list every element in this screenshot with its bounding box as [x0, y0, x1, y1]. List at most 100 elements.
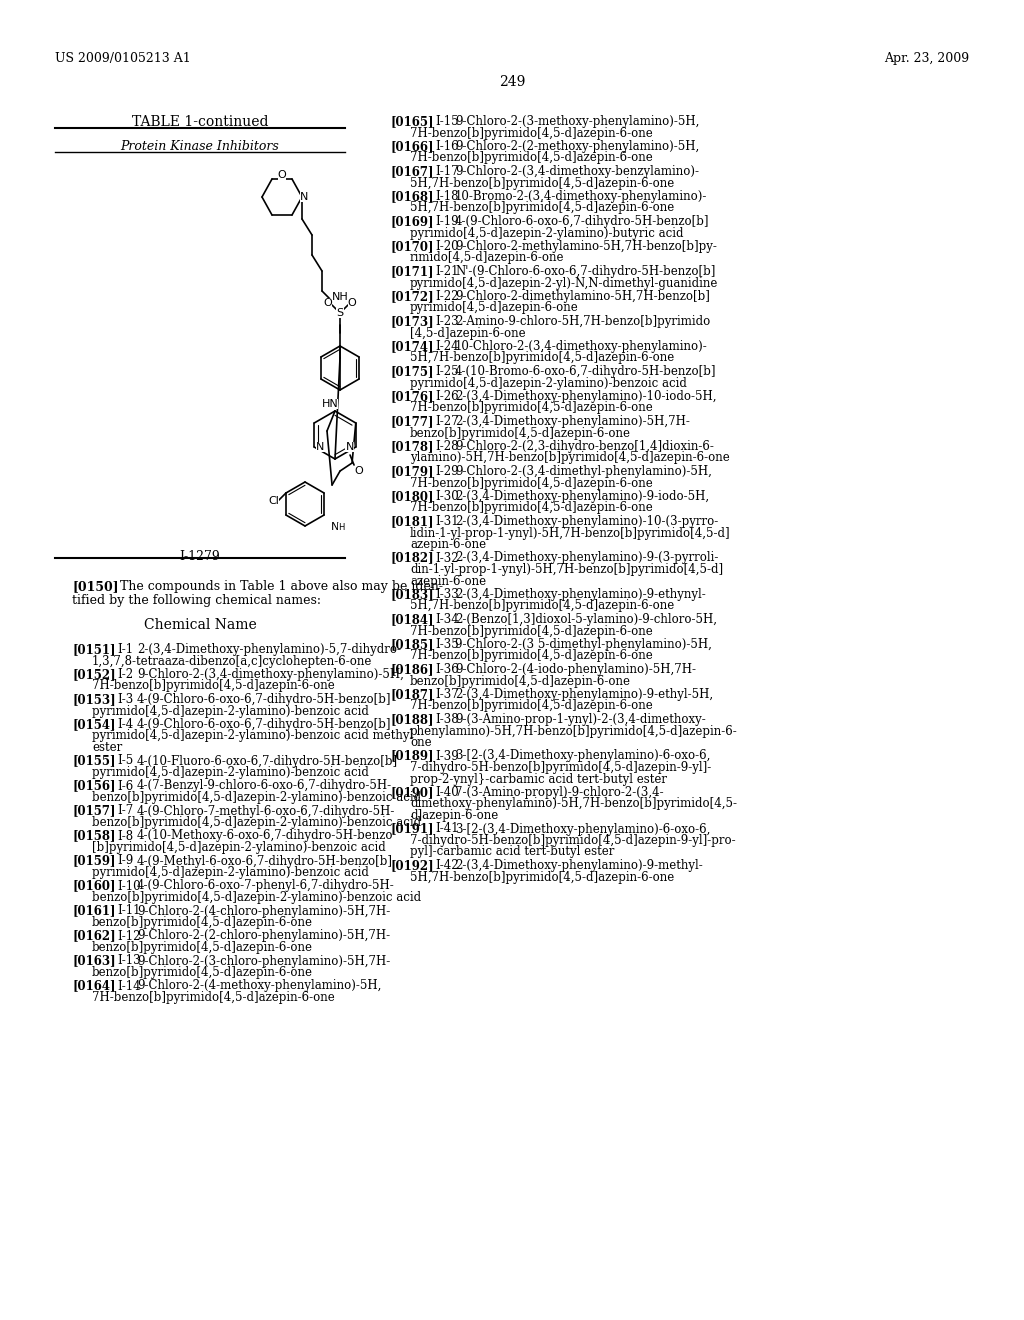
Text: pyrimido[4,5-d]azepin-2-ylamino)-benzoic acid: pyrimido[4,5-d]azepin-2-ylamino)-benzoic… — [410, 376, 687, 389]
Text: 10-Bromo-2-(3,4-dimethoxy-phenylamino)-: 10-Bromo-2-(3,4-dimethoxy-phenylamino)- — [455, 190, 708, 203]
Text: [0170]: [0170] — [390, 240, 433, 253]
Text: one: one — [410, 737, 432, 748]
Text: 2-(3,4-Dimethoxy-phenylamino)-9-ethyl-5H,: 2-(3,4-Dimethoxy-phenylamino)-9-ethyl-5H… — [455, 688, 713, 701]
Text: benzo[b]pyrimido[4,5-d]azepin-2-ylamino)-benzoic acid: benzo[b]pyrimido[4,5-d]azepin-2-ylamino)… — [92, 816, 421, 829]
Text: 2-(3,4-Dimethoxy-phenylamino)-5,7-dihydro-: 2-(3,4-Dimethoxy-phenylamino)-5,7-dihydr… — [137, 643, 401, 656]
Text: 4-(10-Methoxy-6-oxo-6,7-dihydro-5H-benzo: 4-(10-Methoxy-6-oxo-6,7-dihydro-5H-benzo — [137, 829, 393, 842]
Text: pyrimido[4,5-d]azepin-2-ylamino)-butyric acid: pyrimido[4,5-d]azepin-2-ylamino)-butyric… — [410, 227, 683, 239]
Text: 2-(3,4-Dimethoxy-phenylamino)-9-iodo-5H,: 2-(3,4-Dimethoxy-phenylamino)-9-iodo-5H, — [455, 490, 710, 503]
Text: 7H-benzo[b]pyrimido[4,5-d]azepin-6-one: 7H-benzo[b]pyrimido[4,5-d]azepin-6-one — [410, 502, 652, 515]
Text: benzo[b]pyrimido[4,5-d]azepin-6-one: benzo[b]pyrimido[4,5-d]azepin-6-one — [410, 426, 631, 440]
Text: [0164]: [0164] — [72, 979, 116, 993]
Text: [0180]: [0180] — [390, 490, 433, 503]
Text: I-41: I-41 — [435, 822, 459, 836]
Text: 2-(3,4-Dimethoxy-phenylamino)-10-(3-pyrro-: 2-(3,4-Dimethoxy-phenylamino)-10-(3-pyrr… — [455, 515, 718, 528]
Text: I-22: I-22 — [435, 290, 459, 304]
Text: 7-dihydro-5H-benzo[b]pyrimido[4,5-d]azepin-9-yl]-pro-: 7-dihydro-5H-benzo[b]pyrimido[4,5-d]azep… — [410, 834, 735, 847]
Text: din-1-yl-prop-1-ynyl)-5H,7H-benzo[b]pyrimido[4,5-d]: din-1-yl-prop-1-ynyl)-5H,7H-benzo[b]pyri… — [410, 564, 723, 576]
Text: Cl: Cl — [268, 496, 280, 506]
Text: I-5: I-5 — [117, 755, 133, 767]
Text: N: N — [331, 521, 339, 532]
Text: Apr. 23, 2009: Apr. 23, 2009 — [884, 51, 969, 65]
Text: 5H,7H-benzo[b]pyrimido[4,5-d]azepin-6-one: 5H,7H-benzo[b]pyrimido[4,5-d]azepin-6-on… — [410, 599, 674, 612]
Text: 3-[2-(3,4-Dimethoxy-phenylamino)-6-oxo-6,: 3-[2-(3,4-Dimethoxy-phenylamino)-6-oxo-6… — [455, 750, 711, 763]
Text: [0188]: [0188] — [390, 713, 433, 726]
Text: 5H,7H-benzo[b]pyrimido[4,5-d]azepin-6-one: 5H,7H-benzo[b]pyrimido[4,5-d]azepin-6-on… — [410, 870, 674, 883]
Text: 7H-benzo[b]pyrimido[4,5-d]azepin-6-one: 7H-benzo[b]pyrimido[4,5-d]azepin-6-one — [410, 700, 652, 713]
Text: I-7: I-7 — [117, 804, 133, 817]
Text: [0178]: [0178] — [390, 440, 433, 453]
Text: I-6: I-6 — [117, 780, 133, 792]
Text: Chemical Name: Chemical Name — [143, 618, 256, 632]
Text: 4-(9-Chloro-6-oxo-6,7-dihydro-5H-benzo[b]: 4-(9-Chloro-6-oxo-6,7-dihydro-5H-benzo[b… — [455, 215, 710, 228]
Text: [0185]: [0185] — [390, 638, 433, 651]
Text: I-26: I-26 — [435, 389, 459, 403]
Text: I-10: I-10 — [117, 879, 140, 892]
Text: prop-2-ynyl}-carbamic acid tert-butyl ester: prop-2-ynyl}-carbamic acid tert-butyl es… — [410, 772, 667, 785]
Text: HN: HN — [322, 399, 338, 409]
Text: I-3: I-3 — [117, 693, 133, 706]
Text: 2-(3,4-Dimethoxy-phenylamino)-9-ethynyl-: 2-(3,4-Dimethoxy-phenylamino)-9-ethynyl- — [455, 587, 706, 601]
Text: 3-[2-(3,4-Dimethoxy-phenylamino)-6-oxo-6,: 3-[2-(3,4-Dimethoxy-phenylamino)-6-oxo-6… — [455, 822, 711, 836]
Text: [0187]: [0187] — [390, 688, 433, 701]
Text: The compounds in Table 1 above also may be iden-: The compounds in Table 1 above also may … — [120, 579, 443, 593]
Text: [0173]: [0173] — [390, 315, 433, 327]
Text: [0166]: [0166] — [390, 140, 433, 153]
Text: 5H,7H-benzo[b]pyrimido[4,5-d]azepin-6-one: 5H,7H-benzo[b]pyrimido[4,5-d]azepin-6-on… — [410, 177, 674, 190]
Text: 7H-benzo[b]pyrimido[4,5-d]azepin-6-one: 7H-benzo[b]pyrimido[4,5-d]azepin-6-one — [92, 991, 335, 1005]
Text: pyrimido[4,5-d]azepin-6-one: pyrimido[4,5-d]azepin-6-one — [410, 301, 579, 314]
Text: 9-Chloro-2-dimethylamino-5H,7H-benzo[b]: 9-Chloro-2-dimethylamino-5H,7H-benzo[b] — [455, 290, 710, 304]
Text: 9-Chloro-2-(4-iodo-phenylamino)-5H,7H-: 9-Chloro-2-(4-iodo-phenylamino)-5H,7H- — [455, 663, 696, 676]
Text: 4-(9-Chloro-7-methyl-6-oxo-6,7-dihydro-5H-: 4-(9-Chloro-7-methyl-6-oxo-6,7-dihydro-5… — [137, 804, 395, 817]
Text: rimido[4,5-d]azepin-6-one: rimido[4,5-d]azepin-6-one — [410, 252, 564, 264]
Text: [0174]: [0174] — [390, 341, 433, 352]
Text: lidin-1-yl-prop-1-ynyl)-5H,7H-benzo[b]pyrimido[4,5-d]: lidin-1-yl-prop-1-ynyl)-5H,7H-benzo[b]py… — [410, 527, 731, 540]
Text: Protein Kinase Inhibitors: Protein Kinase Inhibitors — [121, 140, 280, 153]
Text: I-13: I-13 — [117, 954, 140, 968]
Text: [0175]: [0175] — [390, 366, 433, 378]
Text: I-37: I-37 — [435, 688, 459, 701]
Text: O: O — [347, 298, 356, 308]
Text: [0183]: [0183] — [390, 587, 433, 601]
Text: I-12: I-12 — [117, 929, 140, 942]
Text: 2-(Benzo[1,3]dioxol-5-ylamino)-9-chloro-5H,: 2-(Benzo[1,3]dioxol-5-ylamino)-9-chloro-… — [455, 612, 717, 626]
Text: I-8: I-8 — [117, 829, 133, 842]
Text: benzo[b]pyrimido[4,5-d]azepin-6-one: benzo[b]pyrimido[4,5-d]azepin-6-one — [410, 675, 631, 688]
Text: 7-dihydro-5H-benzo[b]pyrimido[4,5-d]azepin-9-yl]-: 7-dihydro-5H-benzo[b]pyrimido[4,5-d]azep… — [410, 762, 712, 774]
Text: 7H-benzo[b]pyrimido[4,5-d]azepin-6-one: 7H-benzo[b]pyrimido[4,5-d]azepin-6-one — [92, 680, 335, 693]
Text: 7H-benzo[b]pyrimido[4,5-d]azepin-6-one: 7H-benzo[b]pyrimido[4,5-d]azepin-6-one — [410, 152, 652, 165]
Text: [0190]: [0190] — [390, 785, 433, 799]
Text: 9-Chloro-2-methylamino-5H,7H-benzo[b]py-: 9-Chloro-2-methylamino-5H,7H-benzo[b]py- — [455, 240, 717, 253]
Text: I-19: I-19 — [435, 215, 459, 228]
Text: I-4: I-4 — [117, 718, 133, 731]
Text: [0167]: [0167] — [390, 165, 433, 178]
Text: pyrimido[4,5-d]azepin-2-ylamino)-benzoic acid: pyrimido[4,5-d]azepin-2-ylamino)-benzoic… — [92, 866, 369, 879]
Text: pyl]-carbamic acid tert-butyl ester: pyl]-carbamic acid tert-butyl ester — [410, 846, 614, 858]
Text: 4-(9-Chloro-6-oxo-6,7-dihydro-5H-benzo[b]: 4-(9-Chloro-6-oxo-6,7-dihydro-5H-benzo[b… — [137, 693, 391, 706]
Text: N: N — [300, 191, 308, 202]
Text: I-1279: I-1279 — [179, 550, 220, 564]
Text: [0165]: [0165] — [390, 115, 433, 128]
Text: [0189]: [0189] — [390, 750, 433, 763]
Text: azepin-6-one: azepin-6-one — [410, 574, 486, 587]
Text: [0151]: [0151] — [72, 643, 116, 656]
Text: [0158]: [0158] — [72, 829, 116, 842]
Text: [0161]: [0161] — [72, 904, 116, 917]
Text: [0152]: [0152] — [72, 668, 116, 681]
Text: phenylamino)-5H,7H-benzo[b]pyrimido[4,5-d]azepin-6-: phenylamino)-5H,7H-benzo[b]pyrimido[4,5-… — [410, 725, 737, 738]
Text: I-30: I-30 — [435, 490, 459, 503]
Text: 10-Chloro-2-(3,4-dimethoxy-phenylamino)-: 10-Chloro-2-(3,4-dimethoxy-phenylamino)- — [455, 341, 708, 352]
Text: tified by the following chemical names:: tified by the following chemical names: — [72, 594, 321, 607]
Text: [0169]: [0169] — [390, 215, 433, 228]
Text: [0186]: [0186] — [390, 663, 433, 676]
Text: 2-(3,4-Dimethoxy-phenylamino)-9-methyl-: 2-(3,4-Dimethoxy-phenylamino)-9-methyl- — [455, 859, 702, 873]
Text: I-21: I-21 — [435, 265, 459, 279]
Text: benzo[b]pyrimido[4,5-d]azepin-2-ylamino)-benzoic acid: benzo[b]pyrimido[4,5-d]azepin-2-ylamino)… — [92, 891, 421, 904]
Text: 4-(7-Benzyl-9-chloro-6-oxo-6,7-dihydro-5H-: 4-(7-Benzyl-9-chloro-6-oxo-6,7-dihydro-5… — [137, 780, 392, 792]
Text: N: N — [316, 442, 325, 451]
Text: O: O — [354, 466, 364, 477]
Text: 4-(9-Chloro-6-oxo-6,7-dihydro-5H-benzo[b]: 4-(9-Chloro-6-oxo-6,7-dihydro-5H-benzo[b… — [137, 718, 391, 731]
Text: [4,5-d]azepin-6-one: [4,5-d]azepin-6-one — [410, 326, 525, 339]
Text: 7H-benzo[b]pyrimido[4,5-d]azepin-6-one: 7H-benzo[b]pyrimido[4,5-d]azepin-6-one — [410, 127, 652, 140]
Text: 2-(3,4-Dimethoxy-phenylamino)-10-iodo-5H,: 2-(3,4-Dimethoxy-phenylamino)-10-iodo-5H… — [455, 389, 717, 403]
